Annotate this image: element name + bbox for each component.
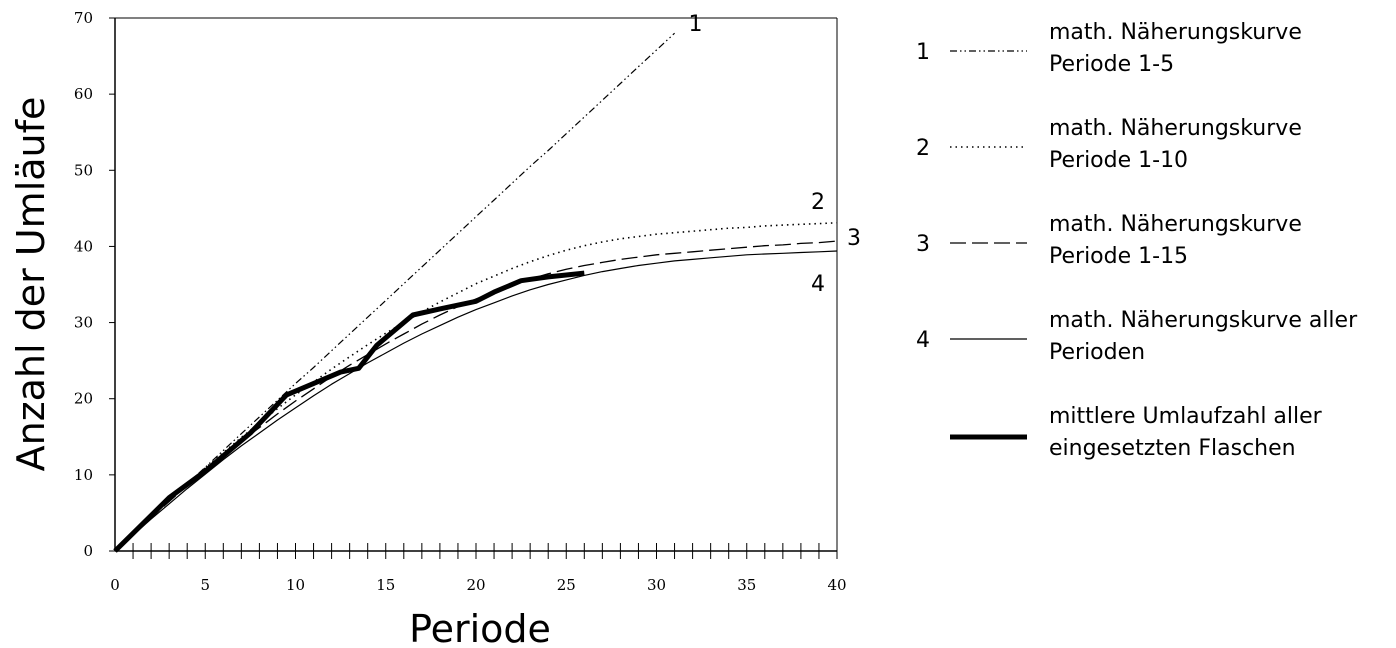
legend-number-3: 3	[916, 232, 930, 257]
y-tick-label: 30	[74, 314, 93, 332]
legend-label-3: math. Näherungskurve	[1049, 212, 1302, 237]
series-line-2	[114, 222, 838, 552]
y-axis-title: Anzahl der Umläufe	[9, 97, 53, 472]
x-tick-label: 10	[286, 576, 305, 594]
legend-number-2: 2	[916, 136, 930, 161]
y-ticks: 0 10 20 30 40 50 60 70	[74, 9, 115, 560]
y-tick-label: 50	[74, 161, 93, 179]
series-line-5	[113, 270, 585, 553]
plot-frame-group	[114, 17, 838, 552]
y-tick-label: 10	[74, 466, 93, 484]
legend-label-5: mittlere Umlaufzahl aller	[1049, 404, 1323, 429]
legend: 1 math. Näherungskurve Periode 1-5 2 math. N…	[916, 20, 1358, 461]
x-tick-label: 40	[827, 576, 846, 594]
legend-label-2: math. Näherungskurve	[1049, 116, 1302, 141]
legend-number-1: 1	[916, 40, 930, 65]
legend-label-4: Perioden	[1049, 340, 1145, 365]
legend-label-5: eingesetzten Flaschen	[1049, 436, 1296, 461]
y-tick-label: 0	[83, 542, 93, 560]
x-tick-label: 0	[110, 576, 120, 594]
y-tick-label: 60	[74, 85, 93, 103]
series-line-3	[114, 240, 838, 552]
curve-end-labels: 1 234	[689, 12, 861, 297]
x-tick-label: 20	[466, 576, 485, 594]
legend-label-3: Periode 1-15	[1049, 244, 1188, 269]
legend-number-4: 4	[916, 328, 930, 353]
x-axis-title: Periode	[409, 607, 551, 648]
x-tick-label: 30	[647, 576, 666, 594]
curve-label-3: 3	[847, 226, 861, 251]
x-minor-ticks: 0 5 10 15 20 25 30 35 40	[110, 543, 847, 594]
series-line-4	[114, 250, 838, 552]
series-layer	[113, 32, 838, 553]
x-tick-label: 15	[376, 576, 395, 594]
x-tick-label: 35	[737, 576, 756, 594]
curve-label-1: 1	[689, 12, 703, 37]
curve-label-2: 2	[811, 190, 825, 215]
series-line-1	[114, 32, 676, 552]
legend-label-2: Periode 1-10	[1049, 148, 1188, 173]
y-tick-label: 20	[74, 390, 93, 408]
y-tick-label: 70	[74, 9, 93, 27]
y-tick-label: 40	[74, 237, 93, 255]
x-tick-label: 25	[557, 576, 576, 594]
legend-label-4: math. Näherungskurve aller	[1049, 308, 1358, 333]
legend-label-1: Periode 1-5	[1049, 52, 1174, 77]
curve-label-4: 4	[811, 272, 825, 297]
legend-label-1: math. Näherungskurve	[1049, 20, 1302, 45]
x-tick-label: 5	[200, 576, 210, 594]
